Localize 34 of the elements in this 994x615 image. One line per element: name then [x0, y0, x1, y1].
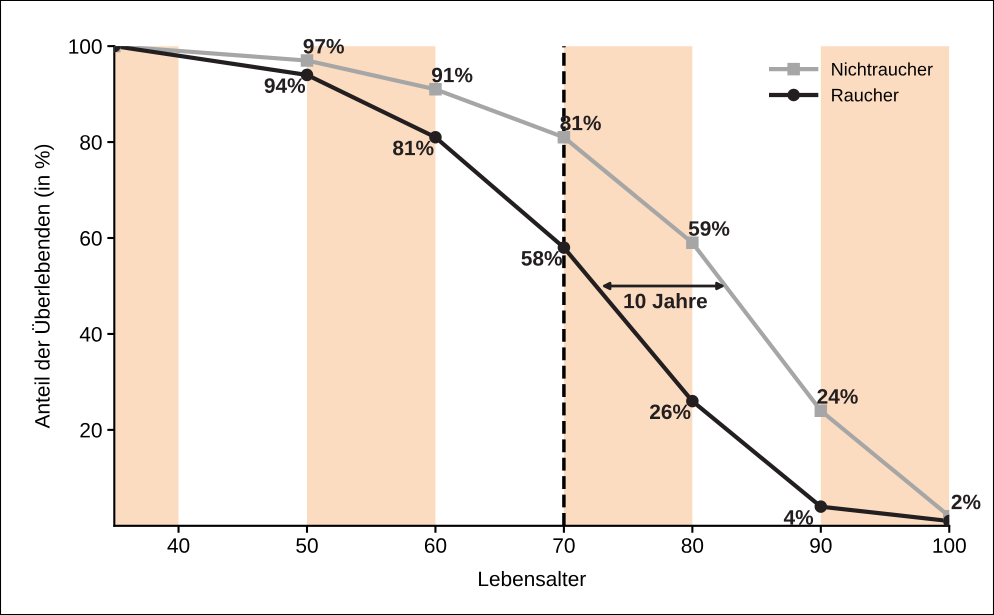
annotation: 10 Jahre [624, 293, 707, 308]
x-tick-label: 70 [553, 538, 575, 553]
legend-label: Nichtraucher [832, 62, 933, 76]
point [814, 404, 828, 417]
point [300, 54, 314, 67]
data-label: 24% [817, 389, 858, 404]
point [429, 83, 442, 96]
data-label: 94% [264, 78, 306, 93]
x-tick-label: 50 [296, 538, 318, 553]
data-label: 81% [393, 140, 434, 156]
x-tick-label: 80 [682, 538, 704, 553]
y-tick-label: 40 [80, 326, 102, 342]
y-tick-label: 100 [69, 39, 102, 54]
data-label: 26% [650, 404, 690, 420]
x-tick-label: 90 [810, 538, 832, 553]
data-label: 91% [432, 68, 472, 82]
data-label: 4% [784, 510, 814, 525]
y-tick-label: 80 [80, 135, 102, 150]
point [814, 500, 828, 513]
x-tick-label: 40 [167, 538, 190, 553]
y-axis-title: Anteil der Überlebenden (in %) [32, 144, 54, 428]
legend-label: Raucher [832, 88, 899, 102]
data-label: 2% [952, 494, 980, 510]
x-tick-label: 60 [424, 538, 446, 553]
x-axis-title: Lebensalter [479, 570, 586, 586]
data-label: 97% [304, 38, 344, 54]
y-tick-label: 60 [80, 231, 102, 246]
data-label: 59% [688, 221, 730, 236]
data-label: 58% [521, 250, 562, 266]
data-label: 81% [560, 116, 601, 130]
y-tick-label: 20 [80, 422, 102, 438]
x-tick-label: 100 [933, 538, 966, 553]
point [686, 236, 699, 250]
point [558, 131, 570, 144]
